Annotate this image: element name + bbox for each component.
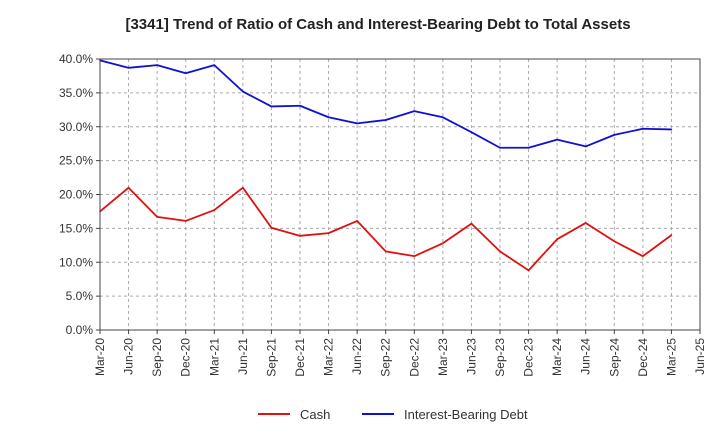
- data-point-interest-bearing-debt: [499, 146, 501, 149]
- data-point-cash: [242, 186, 244, 189]
- x-tick-label: Mar-24: [550, 338, 564, 376]
- data-point-interest-bearing-debt: [127, 67, 130, 69]
- x-axis-ticks: Mar-20 Jun-20 Sep-20 Dec-20 Mar-21 Jun-21 Sep-…: [93, 330, 707, 377]
- x-tick-label: Mar-20: [93, 338, 107, 376]
- x-tick-label: Jun-25: [693, 338, 707, 375]
- data-point-interest-bearing-debt: [442, 116, 444, 119]
- data-point-cash: [413, 255, 416, 257]
- data-point-interest-bearing-debt: [642, 127, 644, 130]
- data-point-cash: [499, 250, 501, 253]
- x-tick-label: Mar-25: [664, 338, 678, 376]
- x-tick-label: Dec-24: [636, 338, 650, 377]
- data-point-interest-bearing-debt: [242, 90, 244, 93]
- x-tick-label: Sep-20: [150, 338, 164, 377]
- data-point-cash: [556, 238, 558, 241]
- x-tick-label: Sep-23: [493, 338, 507, 377]
- data-point-cash: [584, 222, 587, 224]
- data-point-interest-bearing-debt: [413, 110, 416, 112]
- x-tick-label: Sep-21: [264, 338, 278, 377]
- data-point-interest-bearing-debt: [613, 134, 616, 136]
- data-point-interest-bearing-debt: [184, 72, 187, 75]
- data-point-cash: [299, 235, 301, 237]
- data-point-cash: [184, 220, 187, 222]
- data-point-interest-bearing-debt: [156, 64, 158, 66]
- y-tick-label: 25.0%: [59, 154, 93, 168]
- data-point-interest-bearing-debt: [213, 64, 216, 66]
- y-tick-label: 10.0%: [59, 255, 93, 269]
- data-point-interest-bearing-debt: [384, 119, 387, 121]
- y-tick-label: 35.0%: [59, 86, 93, 100]
- x-tick-label: Dec-23: [522, 338, 536, 377]
- data-point-cash: [470, 222, 473, 225]
- x-tick-label: Mar-23: [436, 338, 450, 376]
- legend-label-interest-bearing-debt: Interest-Bearing Debt: [404, 407, 528, 422]
- x-tick-label: Mar-22: [322, 338, 336, 376]
- x-tick-label: Jun-21: [236, 338, 250, 375]
- data-point-cash: [156, 216, 158, 218]
- y-tick-label: 20.0%: [59, 188, 93, 202]
- data-point-cash: [642, 255, 644, 257]
- data-point-interest-bearing-debt: [327, 116, 330, 119]
- y-tick-label: 30.0%: [59, 120, 93, 134]
- x-tick-label: Jun-24: [579, 338, 593, 375]
- x-tick-label: Jun-23: [464, 338, 478, 375]
- x-tick-label: Dec-20: [179, 338, 193, 377]
- x-tick-label: Mar-21: [207, 338, 221, 376]
- legend-label-cash: Cash: [300, 407, 330, 422]
- data-point-interest-bearing-debt: [270, 105, 273, 108]
- data-point-cash: [327, 232, 330, 234]
- data-point-interest-bearing-debt: [584, 145, 587, 148]
- x-tick-label: Jun-22: [350, 338, 364, 375]
- data-point-cash: [213, 209, 216, 211]
- data-point-cash: [442, 242, 444, 245]
- plot-frame: [99, 58, 701, 331]
- data-point-cash: [384, 250, 387, 253]
- y-tick-label: 0.0%: [66, 323, 94, 337]
- data-point-cash: [127, 186, 130, 189]
- data-point-cash: [527, 269, 530, 272]
- x-tick-label: Sep-22: [379, 338, 393, 377]
- grid-lines: [100, 58, 700, 331]
- y-axis-ticks: 0.0% 5.0% 10.0% 15.0% 20.0% 25.0% 30.0% 35.0% 40…: [59, 52, 100, 337]
- chart-title: [3341] Trend of Ratio of Cash and Intere…: [125, 16, 630, 33]
- x-tick-label: Sep-24: [607, 338, 621, 377]
- data-point-interest-bearing-debt: [527, 146, 530, 149]
- y-tick-label: 5.0%: [66, 289, 94, 303]
- legend: Cash Interest-Bearing Debt: [258, 407, 528, 422]
- y-tick-label: 40.0%: [59, 52, 93, 66]
- data-point-interest-bearing-debt: [356, 122, 358, 125]
- data-point-interest-bearing-debt: [556, 138, 558, 141]
- data-point-cash: [356, 220, 358, 222]
- data-point-interest-bearing-debt: [470, 131, 473, 133]
- data-point-cash: [270, 226, 273, 229]
- x-tick-label: Jun-20: [122, 338, 136, 375]
- data-point-interest-bearing-debt: [670, 128, 673, 131]
- x-tick-label: Dec-21: [293, 338, 307, 377]
- data-point-cash: [670, 234, 673, 236]
- y-tick-label: 15.0%: [59, 221, 93, 235]
- data-point-cash: [613, 240, 616, 243]
- data-point-interest-bearing-debt: [299, 104, 301, 107]
- x-tick-label: Dec-22: [407, 338, 421, 377]
